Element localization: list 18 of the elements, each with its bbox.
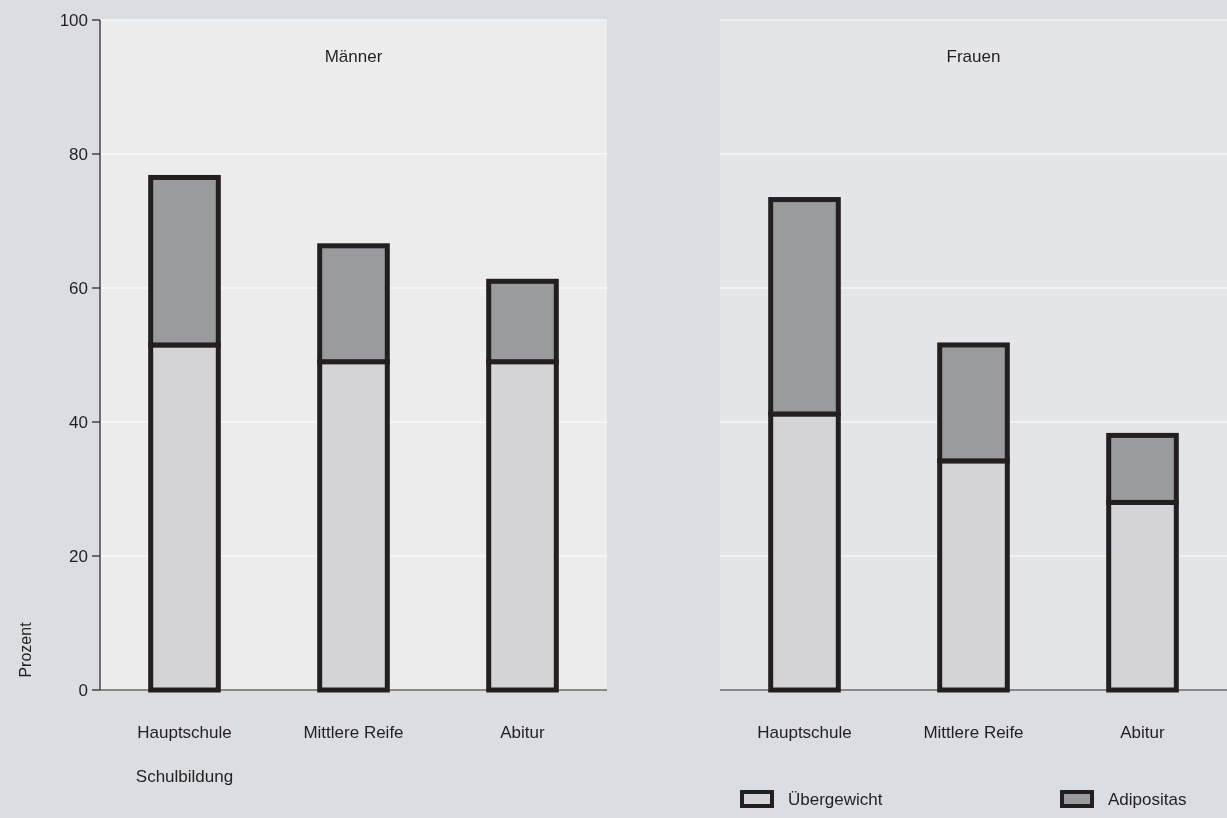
x-axis-title: Schulbildung — [135, 767, 234, 786]
x-tick-label: Hauptschule — [757, 723, 852, 742]
x-tick-label: Abitur — [500, 723, 546, 742]
y-axis-title: Prozent — [17, 621, 34, 678]
x-tick-label: Mittlere Reife — [303, 723, 404, 742]
legend-label: Übergewicht — [788, 789, 883, 809]
x-tick-label: Hauptschule — [137, 723, 232, 742]
x-tick-label: Mittlere Reife — [923, 723, 1024, 742]
text: Frauen — [946, 47, 1001, 66]
legend-label: Adipositas — [1108, 789, 1187, 809]
y-tick-label: 40 — [69, 412, 88, 432]
y-tick-label: 60 — [69, 278, 88, 298]
y-tick-label: 20 — [69, 546, 88, 566]
y-tick-label: 0 — [78, 680, 88, 700]
y-tick-label: 100 — [59, 10, 88, 30]
y-tick-label: 80 — [69, 144, 88, 164]
text: Männer — [324, 47, 383, 66]
x-tick-label: Abitur — [1120, 723, 1166, 742]
